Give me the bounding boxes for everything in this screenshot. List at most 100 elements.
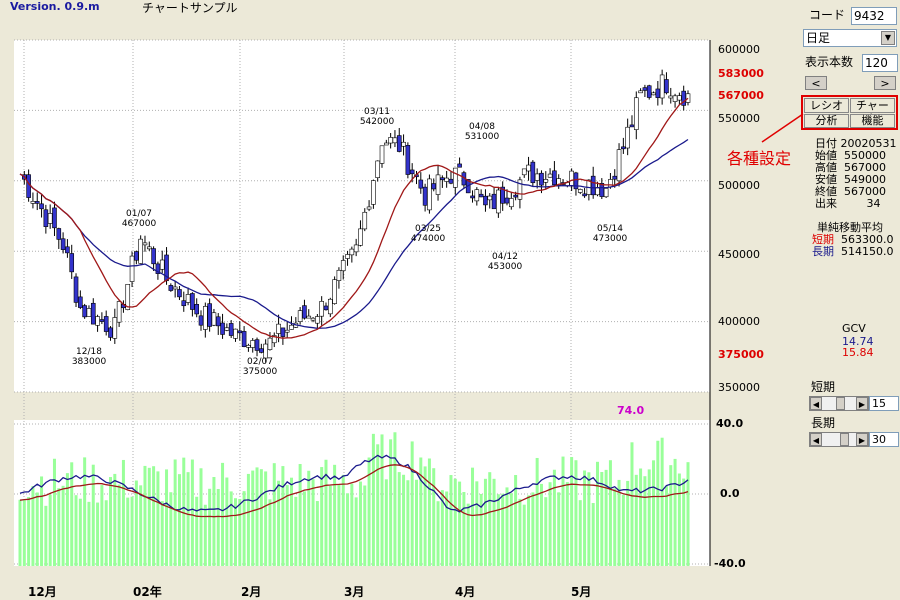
volume-bar [186, 472, 190, 566]
volume-bar [311, 479, 315, 566]
candle-body [452, 167, 458, 188]
slider-thumb[interactable] [840, 433, 849, 446]
volume-bar [591, 503, 595, 566]
candle-body [517, 179, 523, 200]
volume-bar [488, 472, 492, 566]
candle-body [504, 197, 510, 204]
volume-bar [190, 459, 194, 566]
volume-bar [552, 469, 556, 566]
volume-bar [358, 481, 362, 566]
volume-bar [639, 468, 643, 566]
volume-bar [617, 479, 621, 566]
volume-bar [165, 469, 169, 566]
candle-body [595, 187, 600, 196]
chevron-down-icon[interactable]: ▼ [881, 31, 895, 45]
candle-body [646, 85, 652, 98]
volume-bar [277, 480, 281, 566]
volume-bar [251, 470, 255, 566]
gcv-label: GCV [842, 322, 866, 335]
volume-bar [397, 472, 401, 566]
candle-body [151, 248, 156, 265]
slider-thumb[interactable] [836, 397, 845, 410]
chart-button[interactable]: チャート [850, 98, 895, 125]
candle-body [496, 189, 501, 214]
volume-bar [65, 473, 69, 566]
volume-bar [522, 504, 526, 566]
analysis-button[interactable]: 分析 [804, 114, 849, 128]
volume-bar [677, 473, 681, 566]
candle-body [396, 135, 402, 152]
volume-bar [531, 492, 535, 566]
ratio-button[interactable]: レシオ [804, 98, 849, 113]
candle-body [315, 316, 320, 324]
candle-body [78, 296, 83, 308]
next-button[interactable]: > [874, 76, 896, 90]
short-period-input[interactable]: 15 [869, 396, 899, 411]
candle-body [289, 324, 294, 330]
volume-bar [354, 497, 358, 566]
volume-bar [509, 493, 513, 566]
candle-body [521, 168, 527, 176]
indicator-peak-label: 74.0 [617, 404, 645, 417]
settings-callout: 各種設定 [727, 149, 792, 168]
volume-bar [608, 460, 612, 566]
long-slider[interactable]: ◀ ▶ [809, 432, 869, 447]
volume-bar [518, 498, 522, 566]
volume-bar [246, 473, 250, 566]
volume-bar [48, 494, 52, 566]
volume-bar [216, 488, 220, 566]
candle-body [401, 141, 406, 147]
function-button[interactable]: 機能 [850, 114, 895, 128]
candle-body [332, 279, 337, 304]
candle-body [375, 160, 381, 178]
candle-body [82, 305, 87, 318]
info-label: 高値 [815, 161, 837, 174]
chevron-right-icon[interactable]: ▶ [856, 433, 868, 446]
candle-body [39, 203, 44, 210]
count-input[interactable]: 120 [862, 54, 898, 72]
volume-bar [195, 496, 199, 566]
candle-body [629, 124, 635, 128]
volume-bar [22, 500, 26, 566]
info-label: 出来 [815, 197, 837, 210]
period-select[interactable]: 日足 ▼ [803, 29, 897, 47]
candle-body [233, 328, 238, 339]
code-label: コード [809, 8, 846, 22]
volume-bar [384, 479, 388, 566]
short-slider[interactable]: ◀ ▶ [809, 396, 869, 411]
volume-bar [466, 503, 470, 566]
candle-body [435, 174, 441, 195]
volume-bar [410, 441, 414, 566]
chevron-left-icon[interactable]: ◀ [810, 433, 822, 446]
volume-bar [367, 457, 371, 566]
volume-bar [130, 496, 134, 566]
candle-body [392, 137, 398, 144]
candle-body [142, 242, 148, 246]
price-marker: 375000 [718, 348, 764, 361]
code-input[interactable]: 9432 [851, 7, 897, 25]
chevron-left-icon[interactable]: ◀ [810, 397, 822, 410]
volume-bar [578, 500, 582, 566]
candle-body [474, 189, 480, 202]
long-period-input[interactable]: 30 [869, 432, 899, 447]
candle-body [319, 301, 324, 317]
long-ma-line [19, 138, 689, 330]
candle-body [379, 145, 385, 164]
volume-bar [664, 485, 668, 566]
volume-bar [346, 493, 350, 566]
ma-long-value: 514150.0 [841, 245, 894, 258]
candle-body [470, 195, 475, 199]
volume-bar [221, 462, 225, 566]
candle-body [487, 195, 493, 201]
candle-body [384, 142, 389, 146]
volume-bar [656, 440, 660, 566]
price-tick: 450000 [718, 248, 760, 261]
ma-short-row: 短期 563300.0 [812, 234, 894, 246]
volume-bar [548, 482, 552, 566]
price-tick: 550000 [718, 112, 760, 125]
volume-bar [44, 505, 48, 566]
volume-bar [393, 432, 397, 566]
candle-body [224, 327, 230, 331]
prev-button[interactable]: < [805, 76, 827, 90]
chevron-right-icon[interactable]: ▶ [856, 397, 868, 410]
